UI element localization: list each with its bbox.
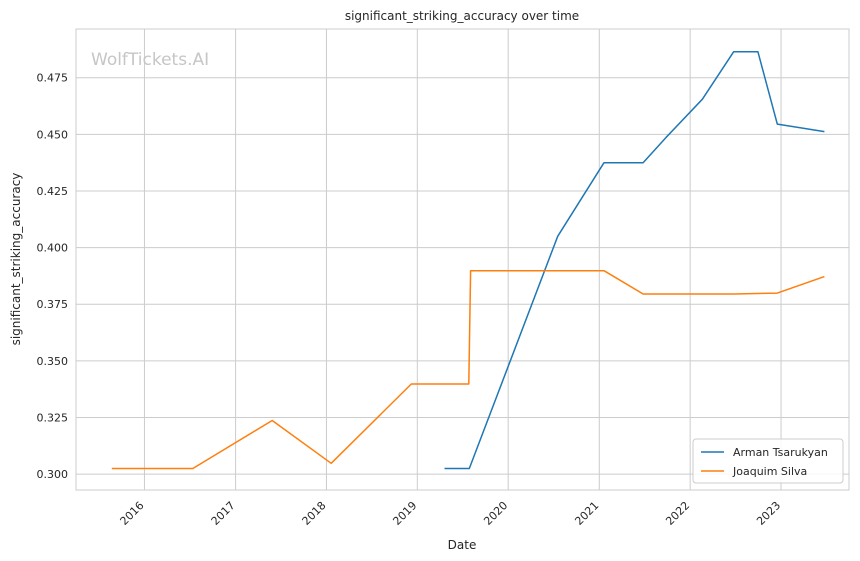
plot-area: WolfTickets.AI [75, 28, 850, 491]
legend-box [692, 438, 844, 484]
legend: Arman Tsarukyan Joaquim Silva [692, 438, 844, 484]
y-axis-label: significant_striking_accuracy [9, 173, 23, 346]
x-gridlines [143, 29, 782, 490]
y-tick-label: 0.450 [37, 128, 69, 141]
x-axis-label: Date [448, 538, 477, 552]
series-line-1 [111, 269, 825, 470]
y-tick-label: 0.350 [37, 355, 69, 368]
y-tick-label: 0.375 [37, 298, 69, 311]
y-tick-label: 0.325 [37, 412, 69, 425]
y-tick-label: 0.425 [37, 185, 69, 198]
y-tick-label: 0.475 [37, 72, 69, 85]
y-tick-label: 0.400 [37, 242, 69, 255]
plot-frame [75, 28, 850, 491]
y-gridlines [76, 77, 849, 475]
y-axis-ticks: 0.300 0.325 0.350 0.375 0.400 0.425 0.450 0.475 [37, 72, 69, 481]
series-line-0 [444, 50, 825, 470]
legend-label-arman-tsarukyan: Arman Tsarukyan [733, 446, 828, 459]
watermark-text: WolfTickets.AI [91, 50, 209, 70]
chart-title: significant_striking_accuracy over time [345, 9, 579, 23]
y-tick-label: 0.300 [37, 468, 69, 481]
series-layer [111, 50, 825, 470]
legend-label-joaquim-silva: Joaquim Silva [732, 465, 807, 478]
